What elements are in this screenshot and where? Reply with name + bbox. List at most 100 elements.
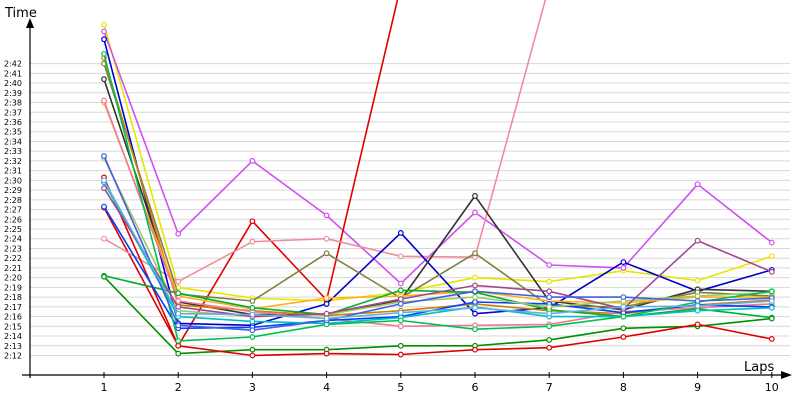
series-line [103,39,773,327]
data-point [472,299,478,305]
y-tick-label: 2:12 [4,352,22,361]
y-tick-label: 2:18 [4,293,22,302]
series-line [103,177,772,357]
y-tick-label: 2:13 [4,342,22,351]
series-line [103,63,772,308]
data-point [694,237,701,244]
data-point [101,97,107,104]
data-point [323,310,330,317]
y-tick-label: 2:42 [4,60,22,69]
data-point [101,235,107,242]
y-tick-label: 2:31 [4,167,22,176]
data-point [768,315,775,322]
y-tick-label: 2:38 [4,99,22,108]
data-point [768,304,775,311]
series-line [103,276,772,355]
data-point [397,253,404,260]
y-tick-label: 2:41 [4,69,22,78]
data-point [397,296,404,302]
data-point [101,203,107,210]
data-point [323,301,330,307]
data-point [620,294,627,301]
series-line [103,78,772,316]
data-point [546,323,553,330]
data-point [249,346,256,353]
data-point [397,309,404,316]
data-point [101,185,107,192]
data-point [249,304,256,311]
y-tick-label: 2:33 [4,147,22,156]
series-line [103,274,772,319]
data-point [323,350,330,357]
data-point [249,298,256,304]
data-point [694,302,701,309]
y-tick-label: 2:27 [4,206,22,215]
x-tick-label: 9 [694,381,701,394]
data-point [249,318,256,325]
data-point [694,181,701,188]
data-point [694,307,701,314]
data-point [472,274,478,281]
data-point [472,310,478,317]
y-tick-label: 2:32 [4,157,22,166]
series-line [103,187,773,318]
data-point [323,250,330,257]
series-7 [101,60,775,310]
data-point [397,287,404,294]
data-point [397,301,404,307]
data-point [472,326,478,333]
data-point [546,310,553,317]
data-point [397,323,404,330]
data-point [472,250,478,257]
y-tick-label: 2:35 [4,128,22,137]
y-tick-label: 2:20 [4,274,22,283]
data-point [175,230,182,237]
series-18 [101,50,775,344]
data-point [620,325,627,332]
data-point [546,262,553,268]
x-axis-title: Laps [744,360,774,375]
series-layer [101,0,775,359]
y-tick-label: 2:37 [4,108,22,117]
y-tick-label: 2:15 [4,322,22,331]
y-axis-title: Time [4,6,37,21]
x-tick-label: 8 [620,381,627,394]
x-axis-arrow [781,371,792,379]
data-point [472,288,478,295]
series-1 [101,21,775,304]
series-12 [101,273,775,357]
series-line [103,53,772,342]
data-point [694,277,701,284]
y-tick-label: 2:36 [4,118,22,127]
data-point [620,313,627,320]
data-point [768,336,775,342]
series-8 [101,54,775,319]
data-point [323,295,330,301]
y-tick-label: 2:14 [4,332,22,341]
data-point [472,193,478,199]
data-point [620,265,627,271]
data-point [175,350,182,357]
data-point [249,238,256,245]
series-5 [101,36,775,329]
data-point [101,36,107,43]
y-tick-label: 2:39 [4,89,22,98]
data-point [768,268,775,275]
data-point [768,253,775,260]
data-point [546,294,553,301]
data-point [768,239,775,246]
series-line [103,181,772,325]
y-axis-arrow [26,18,34,28]
data-point [472,304,478,311]
data-point [101,273,107,280]
data-point [694,321,701,328]
data-point [323,315,330,322]
data-point [397,351,404,358]
y-tick-label: 2:29 [4,186,22,195]
data-point [175,322,182,329]
series-19 [101,153,775,334]
data-point [472,282,478,289]
data-point [101,153,107,159]
data-point [175,298,182,304]
